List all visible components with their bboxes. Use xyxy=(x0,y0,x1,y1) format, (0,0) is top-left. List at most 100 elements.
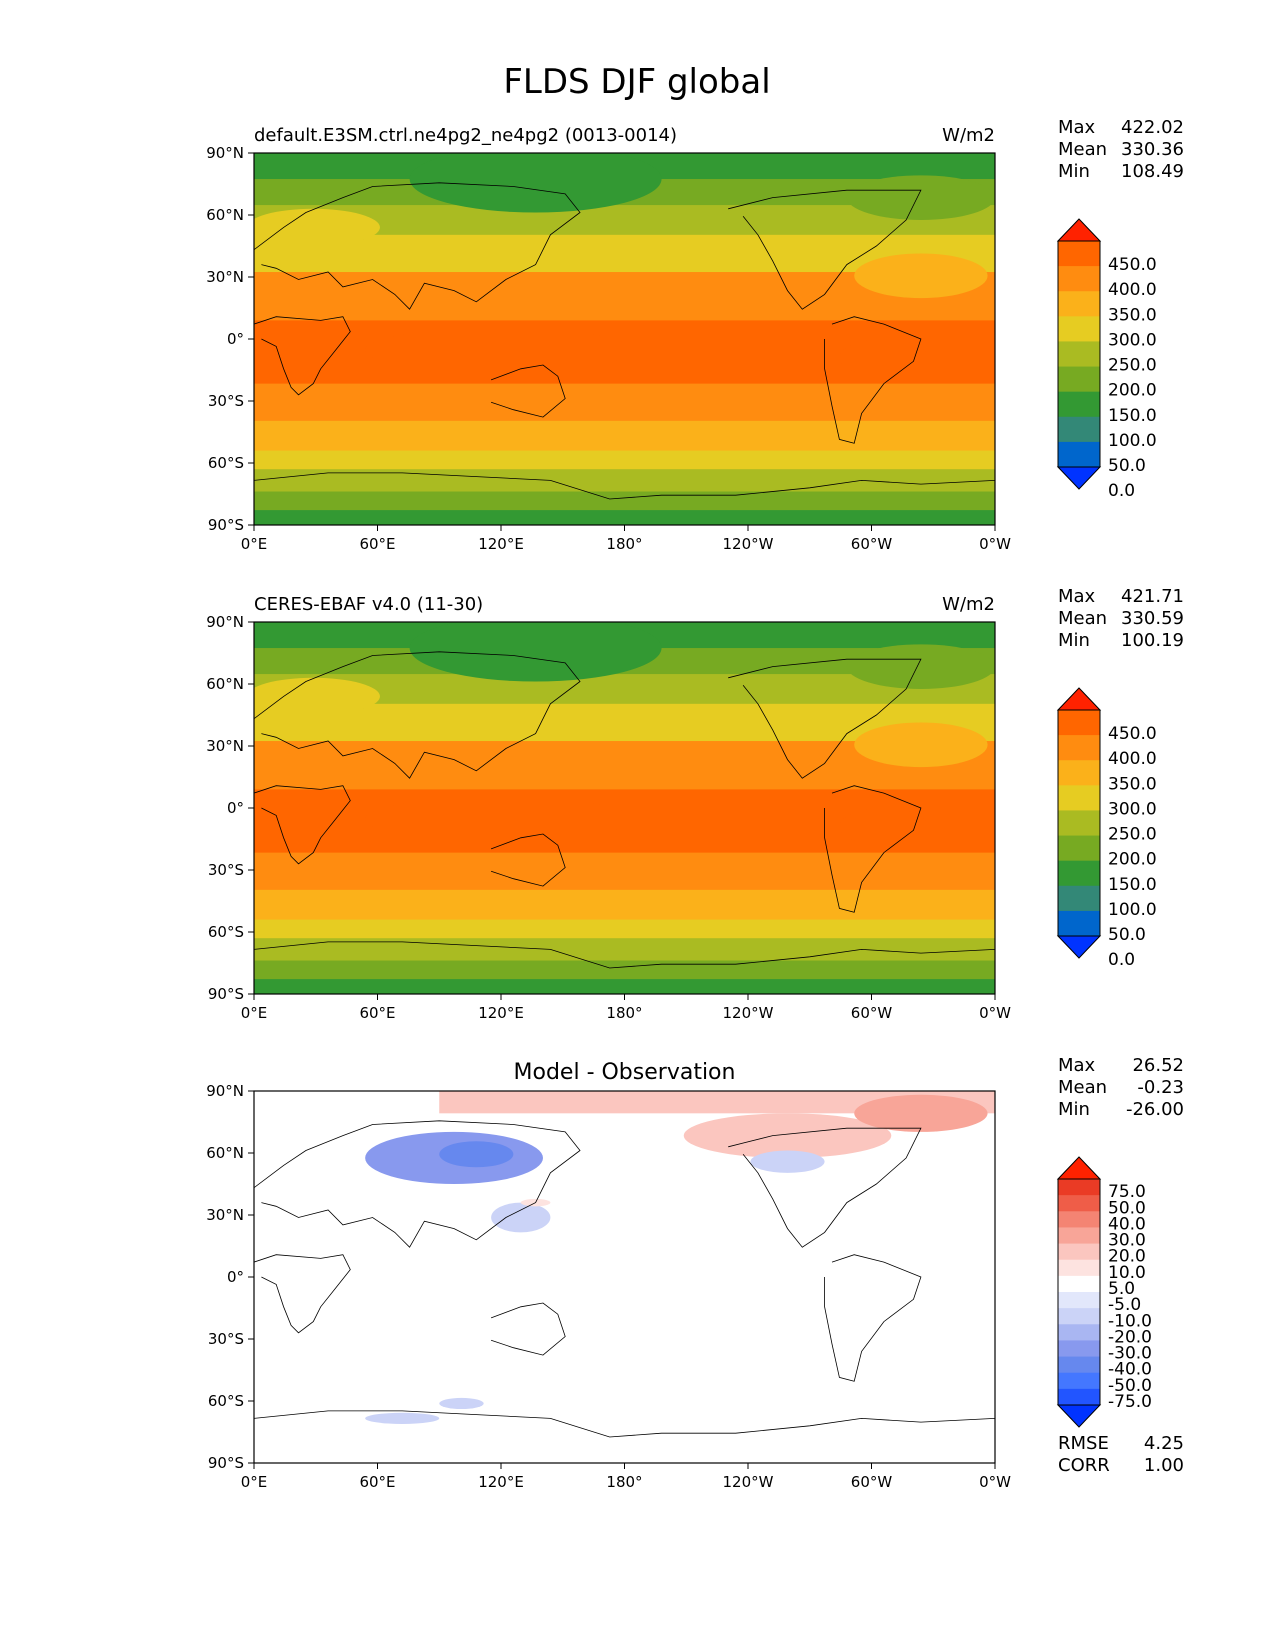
colorbar-extend-min xyxy=(1056,935,1102,959)
contour-region xyxy=(409,622,662,682)
colorbar-tick-label: 40.0 xyxy=(1108,1214,1146,1234)
colorbar-tick-label: 450.0 xyxy=(1108,255,1157,275)
contour-region xyxy=(846,644,995,689)
lat-tick-label: 90°N xyxy=(206,613,244,631)
lon-tick-label: 0°W xyxy=(979,535,1011,553)
panel-title: default.E3SM.ctrl.ne4pg2_ne4pg2 (0013-00… xyxy=(254,125,677,146)
lon-tick-label: 0°E xyxy=(241,1004,268,1022)
coastline xyxy=(728,189,922,310)
colorbar-segment xyxy=(1058,341,1100,368)
colorbar-tick-label: -10.0 xyxy=(1108,1311,1152,1331)
coastlines xyxy=(254,182,995,500)
colorbar-segment xyxy=(1058,1356,1100,1374)
stat-value: 421.71 xyxy=(1121,586,1184,607)
stat-label: Min xyxy=(1058,630,1090,651)
coastline xyxy=(490,833,566,887)
contour-band xyxy=(254,383,995,422)
colorbar-segment xyxy=(1058,1179,1100,1196)
colorbar-segment xyxy=(1058,366,1100,393)
stat-label: Min xyxy=(1058,161,1090,182)
metric-label: CORR xyxy=(1058,1455,1110,1476)
lon-tick-label: 120°E xyxy=(478,1004,524,1022)
stat-value: 108.49 xyxy=(1121,161,1184,182)
stat-label: Max xyxy=(1058,1055,1096,1076)
colorbar-segment xyxy=(1058,835,1100,862)
lat-tick-label: 90°S xyxy=(208,516,244,534)
colorbar-tick-label: 300.0 xyxy=(1108,330,1157,350)
lat-tick-label: 30°N xyxy=(206,1206,244,1224)
colorbar-tick-label: -40.0 xyxy=(1108,1360,1152,1380)
colorbar-segment xyxy=(1058,1243,1100,1261)
panel-units: W/m2 xyxy=(942,125,995,146)
lat-tick-label: 0° xyxy=(227,330,244,348)
colorbar: 450.0 400.0 350.0 300.0 250.0 200.0 150.0 100.0… xyxy=(1056,687,1157,970)
lon-tick-label: 60°W xyxy=(851,1473,893,1491)
contour-region xyxy=(365,1412,440,1424)
lon-tick-label: 120°W xyxy=(723,535,774,553)
lon-tick-label: 60°E xyxy=(359,1004,395,1022)
lat-tick-label: 30°N xyxy=(206,737,244,755)
contour-region xyxy=(491,1202,551,1233)
colorbar-segment xyxy=(1058,291,1100,317)
contour-region xyxy=(750,1150,825,1173)
metric-label: RMSE xyxy=(1058,1433,1109,1454)
contour-band xyxy=(439,1091,995,1114)
contour-region xyxy=(683,1113,892,1158)
contour-band xyxy=(254,960,995,980)
colorbar-segment xyxy=(1058,416,1100,443)
lat-tick-label: 0° xyxy=(227,1268,244,1286)
colorbar-segment xyxy=(1058,785,1100,811)
lon-tick-label: 60°E xyxy=(359,535,395,553)
lat-tick-label: 30°N xyxy=(206,268,244,286)
colorbar-frame xyxy=(1057,240,1101,468)
lat-tick-label: 60°N xyxy=(206,1144,244,1162)
colorbar-segment xyxy=(1058,391,1100,418)
lon-tick-label: 0°W xyxy=(979,1004,1011,1022)
colorbar-frame xyxy=(1057,1178,1101,1406)
contour-band xyxy=(254,420,995,452)
colorbar-segment xyxy=(1058,1227,1100,1245)
contour-region xyxy=(854,253,988,299)
colorbar-tick-label: 100.0 xyxy=(1108,900,1157,920)
coastline xyxy=(254,182,581,310)
stat-value: 330.36 xyxy=(1121,139,1184,160)
colorbar-segment xyxy=(1058,1308,1100,1325)
colorbar-extend-max xyxy=(1056,687,1102,711)
metric-value: 4.25 xyxy=(1144,1433,1184,1454)
colorbar-tick-label: -20.0 xyxy=(1108,1327,1152,1347)
colorbar-segment xyxy=(1058,266,1100,292)
contour-band xyxy=(254,450,995,470)
contour-band xyxy=(254,491,995,511)
coastline xyxy=(824,1254,922,1382)
coastline xyxy=(254,1254,351,1334)
lon-tick-label: 180° xyxy=(606,535,642,553)
colorbar: 75.050.040.030.020.010.05.0-5.0-10.0-20.… xyxy=(1056,1156,1152,1428)
map-difference xyxy=(253,1090,996,1464)
contour-region xyxy=(254,677,380,715)
contour-region xyxy=(439,1141,514,1168)
panel-difference: 90°N 60°N 30°N 0° 30°S 60°S 90°S0°E 60°E 120°E 18… xyxy=(206,1055,1184,1491)
stat-value: -26.00 xyxy=(1126,1099,1184,1120)
colorbar-extend-min xyxy=(1056,1404,1102,1428)
contour-band xyxy=(254,889,995,921)
stat-value: 422.02 xyxy=(1121,117,1184,138)
coastline xyxy=(824,785,922,913)
colorbar-extend-max xyxy=(1056,1156,1102,1180)
colorbar-tick-label: 250.0 xyxy=(1108,356,1157,376)
lat-tick-label: 30°S xyxy=(208,861,244,879)
lon-tick-label: 0°E xyxy=(241,535,268,553)
colorbar-segment xyxy=(1058,316,1100,342)
colorbar-tick-label: 400.0 xyxy=(1108,280,1157,300)
contour-region xyxy=(254,208,380,246)
colorbar-segment xyxy=(1058,1275,1100,1293)
stat-value: 100.19 xyxy=(1121,630,1184,651)
contour-region xyxy=(854,722,988,768)
lon-tick-label: 120°E xyxy=(478,1473,524,1491)
stat-value: -0.23 xyxy=(1137,1077,1184,1098)
colorbar-extend-max xyxy=(1056,218,1102,242)
colorbar-tick-label: 50.0 xyxy=(1108,1198,1146,1218)
stat-label: Mean xyxy=(1058,1077,1107,1098)
map-fill xyxy=(254,622,995,994)
colorbar-frame xyxy=(1057,709,1101,937)
